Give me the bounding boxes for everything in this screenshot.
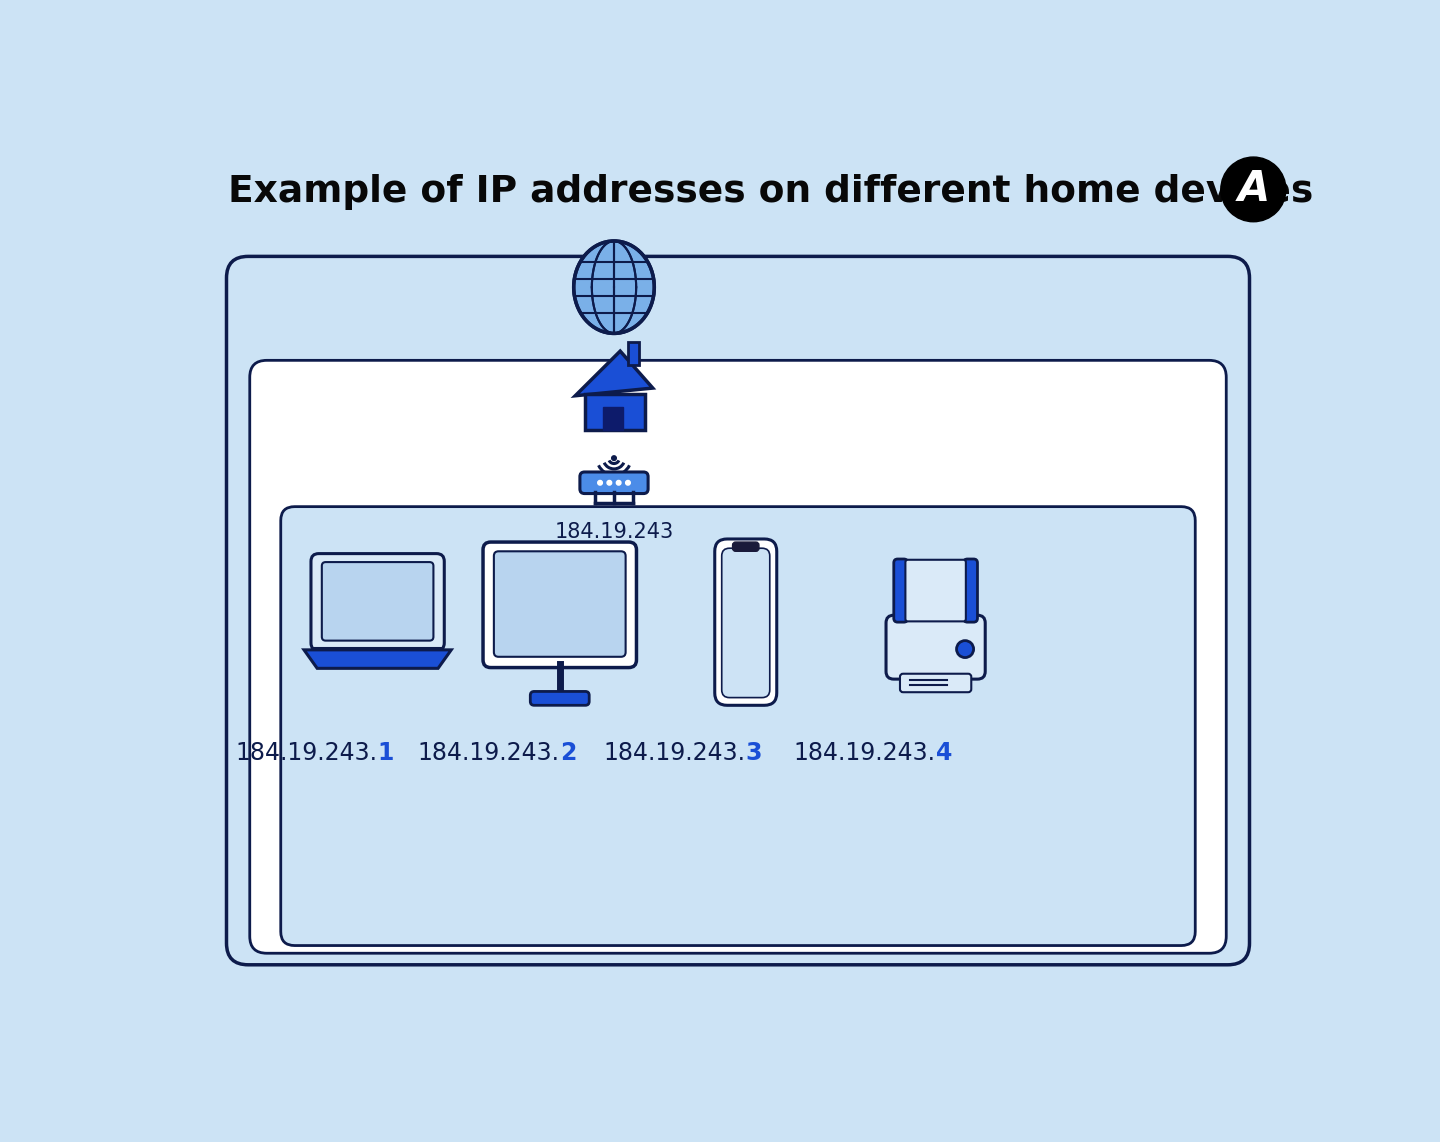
Text: 184.19.243.: 184.19.243. — [236, 741, 377, 765]
Text: 1: 1 — [377, 741, 395, 765]
FancyBboxPatch shape — [482, 542, 636, 668]
FancyBboxPatch shape — [249, 361, 1227, 954]
FancyBboxPatch shape — [226, 257, 1250, 965]
Text: 184.19.243.: 184.19.243. — [603, 741, 746, 765]
Polygon shape — [575, 351, 652, 396]
Polygon shape — [304, 650, 451, 668]
FancyBboxPatch shape — [963, 558, 978, 622]
Circle shape — [625, 481, 631, 485]
FancyBboxPatch shape — [900, 674, 971, 692]
FancyBboxPatch shape — [886, 616, 985, 679]
FancyBboxPatch shape — [733, 542, 759, 552]
Bar — [585, 394, 645, 429]
FancyBboxPatch shape — [714, 539, 776, 706]
Text: 184.19.243.: 184.19.243. — [418, 741, 560, 765]
FancyBboxPatch shape — [530, 691, 589, 706]
Text: 184.19.243: 184.19.243 — [554, 522, 674, 542]
Circle shape — [598, 481, 602, 485]
FancyBboxPatch shape — [494, 552, 625, 657]
Text: 2: 2 — [560, 741, 576, 765]
Text: Example of IP addresses on different home devices: Example of IP addresses on different hom… — [228, 175, 1313, 210]
Text: 3: 3 — [746, 741, 762, 765]
FancyBboxPatch shape — [894, 558, 907, 622]
Circle shape — [956, 641, 973, 658]
FancyBboxPatch shape — [721, 548, 770, 698]
FancyBboxPatch shape — [580, 472, 648, 493]
Circle shape — [608, 481, 612, 485]
FancyBboxPatch shape — [311, 554, 445, 651]
FancyBboxPatch shape — [321, 562, 433, 641]
Bar — [603, 407, 624, 429]
Ellipse shape — [573, 241, 654, 333]
Bar — [628, 341, 639, 365]
Circle shape — [616, 481, 621, 485]
Circle shape — [612, 456, 616, 460]
Text: A: A — [1237, 168, 1270, 210]
Circle shape — [1221, 158, 1286, 222]
Text: 184.19.243.: 184.19.243. — [793, 741, 936, 765]
FancyBboxPatch shape — [281, 507, 1195, 946]
Text: 4: 4 — [936, 741, 952, 765]
FancyBboxPatch shape — [906, 560, 966, 621]
